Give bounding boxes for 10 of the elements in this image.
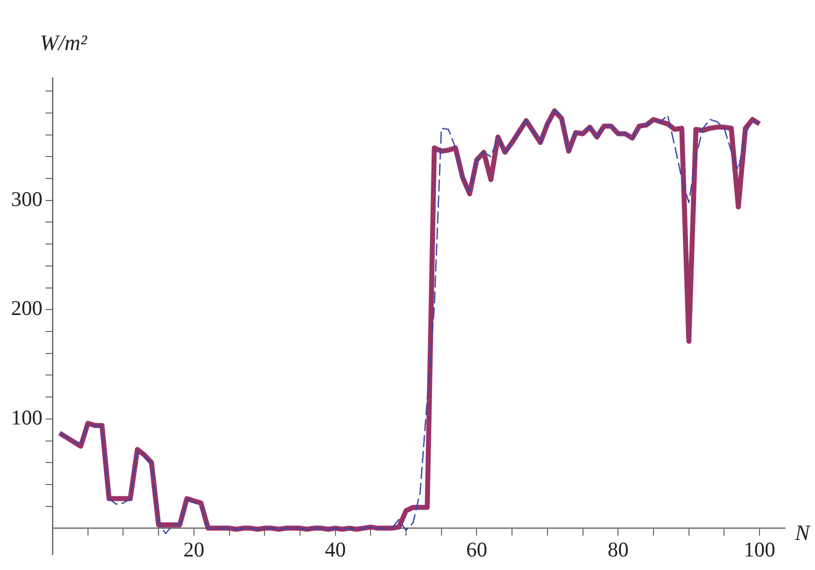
x-tick-label: 40 bbox=[324, 537, 346, 562]
y-tick-label: 100 bbox=[11, 405, 42, 430]
y-axis-title: W/m² bbox=[40, 30, 87, 56]
x-axis-title: N bbox=[795, 520, 810, 546]
x-tick-label: 20 bbox=[183, 537, 204, 562]
y-tick-label: 300 bbox=[11, 186, 42, 211]
x-tick-label: 80 bbox=[608, 537, 629, 562]
x-tick-label: 100 bbox=[744, 537, 776, 562]
x-tick-label: 60 bbox=[466, 537, 488, 562]
y-tick-label: 200 bbox=[11, 296, 42, 320]
